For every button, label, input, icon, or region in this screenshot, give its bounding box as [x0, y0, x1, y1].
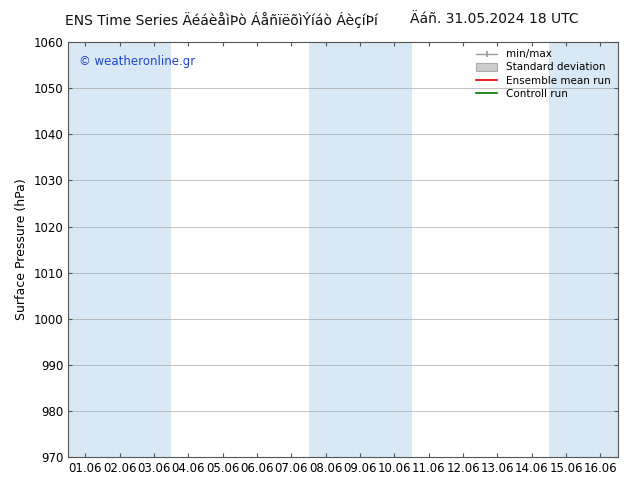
Y-axis label: Surface Pressure (hPa): Surface Pressure (hPa)	[15, 179, 28, 320]
Text: Äáñ. 31.05.2024 18 UTC: Äáñ. 31.05.2024 18 UTC	[410, 12, 579, 26]
Text: ENS Time Series ÄéáèåìÞò ÁåñïëõìÝíáò ÁèçíÞí: ENS Time Series ÄéáèåìÞò ÁåñïëõìÝíáò Áèç…	[65, 12, 378, 28]
Legend: min/max, Standard deviation, Ensemble mean run, Controll run: min/max, Standard deviation, Ensemble me…	[472, 45, 614, 103]
Bar	[309, 42, 411, 457]
Text: © weatheronline.gr: © weatheronline.gr	[79, 54, 195, 68]
Bar	[549, 42, 618, 457]
Bar	[68, 42, 171, 457]
